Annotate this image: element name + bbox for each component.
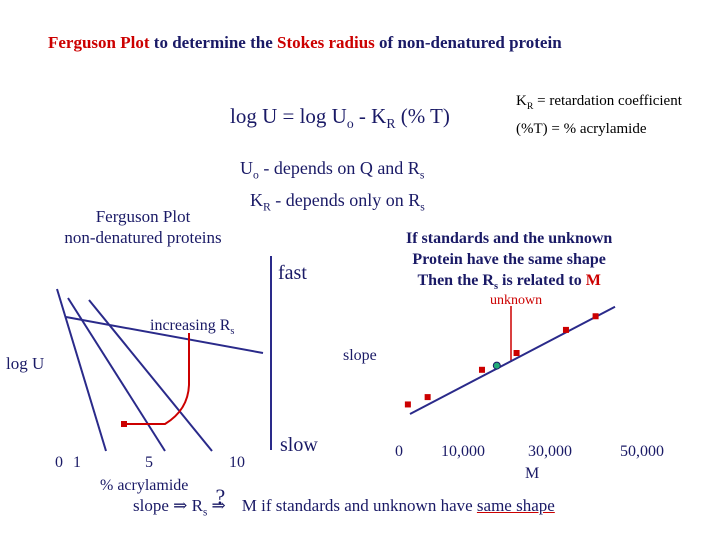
standard-curve-line xyxy=(409,305,616,415)
left-tick-5: 5 xyxy=(145,454,153,471)
left-tick-1: 1 xyxy=(73,454,81,471)
definition-t: (%T) = % acrylamide xyxy=(516,121,647,137)
right-tick-10000: 10,000 xyxy=(441,443,485,460)
right-tick-0: 0 xyxy=(395,443,403,460)
acrylamide-label: % acrylamide xyxy=(100,477,189,494)
left-tick-0: 0 xyxy=(55,454,63,471)
ferguson-line-1 xyxy=(56,288,107,452)
eq-lhs: log U = log U xyxy=(230,104,347,128)
title-connector-1: to determine the xyxy=(149,33,277,52)
right-line3-m: M xyxy=(585,272,601,289)
title-ferguson: Ferguson Plot xyxy=(48,33,150,52)
dep-kr-sub2: s xyxy=(420,200,425,214)
dep-uo-text: - depends on Q and R xyxy=(258,158,420,178)
left-heading-line2: non-denatured proteins xyxy=(64,228,222,247)
bottom-statement: slope ⇒ Rs ? ⇒ M if standards and unknow… xyxy=(133,484,555,519)
right-line3-sub: s xyxy=(493,281,498,293)
dep-kr-text: - depends only on R xyxy=(270,189,421,210)
right-tick-30000: 30,000 xyxy=(528,443,572,460)
eq-sub-r: R xyxy=(386,116,396,132)
dep-kr-sub: R xyxy=(263,200,271,214)
right-line3: Then the Rs is related to M xyxy=(406,270,612,297)
right-xlabel-m: M xyxy=(525,465,540,482)
def-kr-k: K xyxy=(516,93,527,109)
right-line2: Protein have the same shape xyxy=(412,251,606,268)
definition-kr: KR = retardation coefficient xyxy=(516,90,682,118)
page-title: Ferguson Plot to determine the Stokes ra… xyxy=(48,33,562,53)
dep-uo-u: U xyxy=(240,158,253,178)
left-heading-line1: Ferguson Plot xyxy=(95,207,191,226)
log-u-label: log U xyxy=(6,354,45,373)
ferguson-line-4 xyxy=(65,316,264,354)
left-tick-10: 10 xyxy=(229,454,245,471)
standard-point-4 xyxy=(562,326,569,333)
slow-label: slow xyxy=(280,434,318,456)
right-explanation: If standards and the unknown Protein hav… xyxy=(406,228,612,297)
ferguson-line-2 xyxy=(67,297,166,452)
dep-uo-sub2: s xyxy=(419,168,425,182)
implies-arrow-1: ⇒ xyxy=(173,496,188,515)
def-kr-sub: R xyxy=(526,101,534,112)
title-stokes: Stokes radius xyxy=(277,33,375,52)
ferguson-equation: log U = log Uo - KR (% T) xyxy=(230,104,450,132)
implies-arrow-2: ⇒ xyxy=(211,496,226,515)
depends-kr: KR - depends only on Rs xyxy=(250,188,425,220)
standard-point-2 xyxy=(478,366,485,373)
increasing-rs-curve xyxy=(124,333,190,425)
title-connector-2: of non-denatured protein xyxy=(374,33,562,52)
slope-label: slope xyxy=(343,347,377,364)
eq-sub-o: o xyxy=(346,116,354,132)
bottom-same-shape: same shape xyxy=(476,496,555,515)
bottom-rs-sub: s xyxy=(202,506,208,519)
increasing-sub: s xyxy=(230,326,235,338)
standard-point-3 xyxy=(513,350,520,356)
fast-label: fast xyxy=(278,262,307,284)
unknown-point xyxy=(492,361,501,370)
bottom-rs: R xyxy=(187,496,203,515)
curve-marker xyxy=(121,421,127,427)
eq-mid: - K xyxy=(353,104,387,128)
bottom-slope: slope xyxy=(133,496,174,515)
right-line3-b: is related to xyxy=(498,272,586,289)
question-implies: ? ⇒ xyxy=(211,484,238,516)
right-line3-a: Then the R xyxy=(417,272,494,289)
dep-kr-k: K xyxy=(250,189,263,210)
depends-block: Uo - depends on Q and Rs KR - depends on… xyxy=(240,156,425,219)
question-mark: ? xyxy=(215,484,226,509)
eq-rhs: (% T) xyxy=(395,104,450,128)
right-tick-50000: 50,000 xyxy=(620,443,664,460)
unknown-label: unknown xyxy=(490,293,543,308)
standard-point-5 xyxy=(592,313,599,320)
increasing-text: increasing R xyxy=(150,317,231,334)
standard-point-1 xyxy=(424,394,431,401)
definitions-block: KR = retardation coefficient (%T) = % ac… xyxy=(516,90,682,140)
right-line1: If standards and the unknown xyxy=(406,230,613,247)
standard-point-0 xyxy=(404,401,411,408)
increasing-rs-label: increasing Rs xyxy=(150,317,234,337)
left-plot-heading: Ferguson Plot non-denatured proteins xyxy=(48,206,238,248)
depends-uo: Uo - depends on Q and Rs xyxy=(240,156,425,188)
bottom-m-text: M if standards and unknown have xyxy=(237,496,477,515)
right-chart xyxy=(404,305,616,415)
dep-uo-sub: o xyxy=(253,168,259,182)
def-kr-text: = retardation coefficient xyxy=(537,93,682,109)
